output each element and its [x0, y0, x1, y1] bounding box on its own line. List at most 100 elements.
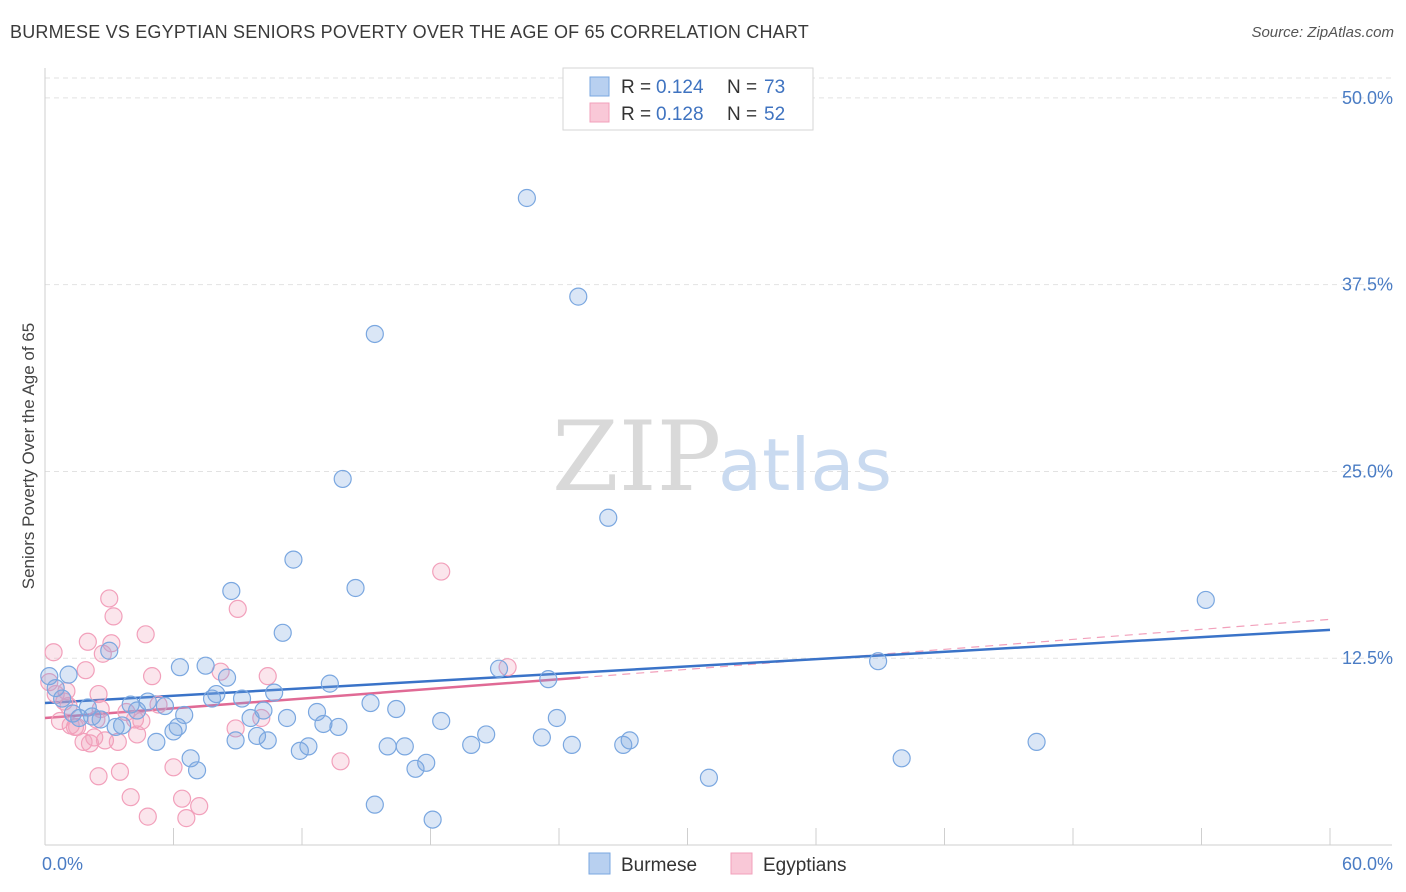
y-tick-label: 50.0%	[1342, 88, 1393, 108]
burmese-point	[46, 679, 65, 698]
egyptians-point	[172, 789, 192, 808]
burmese-point	[387, 699, 406, 719]
egyptians-point	[78, 632, 97, 651]
burmese-point	[532, 728, 551, 747]
burmese-point	[299, 737, 318, 756]
x-tick-label: 0.0%	[42, 854, 83, 874]
bottom-legend: Burmese Egyptians	[588, 852, 846, 876]
egyptians-point	[228, 599, 247, 619]
burmese-point	[547, 708, 566, 728]
burmese-point	[53, 689, 72, 708]
legend-r-value-burmese: 0.124	[656, 77, 704, 98]
egyptians-point	[164, 758, 183, 777]
burmese-point	[599, 508, 618, 527]
bottom-legend-swatch-burmese	[588, 852, 611, 875]
egyptians-point	[136, 625, 155, 644]
legend-r-value-egyptians: 0.128	[656, 104, 704, 125]
burmese-point	[539, 670, 558, 689]
egyptians-point	[258, 667, 277, 686]
burmese-point	[273, 623, 292, 642]
burmese-point	[562, 735, 581, 754]
burmese-point	[699, 768, 719, 787]
burmese-point	[378, 737, 397, 756]
egyptians-point	[432, 562, 451, 581]
legend-r-label-burmese: R =	[621, 77, 651, 98]
burmese-point	[314, 714, 333, 734]
burmese-point	[417, 753, 436, 772]
burmese-point	[284, 550, 303, 569]
burmese-point	[247, 726, 267, 746]
burmese-point	[170, 658, 190, 677]
burmese-point	[517, 188, 536, 208]
burmese-point	[489, 659, 509, 678]
egyptians-point	[177, 809, 196, 828]
burmese-point	[59, 665, 78, 684]
axes	[44, 68, 1392, 846]
burmese-point	[254, 701, 273, 720]
burmese-point	[147, 732, 166, 751]
burmese-point	[155, 696, 175, 716]
grid-lines	[45, 77, 1392, 659]
egyptians-point	[149, 695, 168, 714]
bottom-legend-label-burmese: Burmese	[621, 855, 697, 876]
source-label: Source: ZipAtlas.com	[1251, 24, 1394, 41]
burmese-point	[365, 795, 384, 814]
watermark-zip: ZIP	[552, 401, 721, 513]
chart-title: BURMESE VS EGYPTIAN SENIORS POVERTY OVER…	[10, 22, 809, 42]
y-tick-label: 37.5%	[1342, 275, 1393, 295]
egyptians-point	[85, 728, 104, 747]
legend-box: R = 0.124 N = 73 R = 0.128 N = 52	[562, 67, 814, 131]
egyptians-point	[127, 725, 147, 744]
legend-n-label-egyptians: N =	[727, 104, 757, 125]
burmese-point	[432, 711, 451, 731]
y-axis-label: Seniors Poverty Over the Age of 65	[19, 323, 38, 589]
burmese-trend-line	[44, 628, 1331, 705]
egyptians-point	[89, 684, 108, 704]
burmese-point	[477, 725, 496, 744]
burmese-point	[196, 656, 215, 675]
egyptians-trend-extension	[580, 618, 1331, 679]
egyptians-point	[108, 732, 127, 751]
egyptians-point	[331, 752, 350, 771]
burmese-point	[91, 710, 110, 729]
burmese-point	[277, 708, 297, 728]
legend-swatch-burmese	[589, 76, 610, 97]
legend-n-value-egyptians: 52	[764, 104, 785, 125]
burmese-point	[620, 731, 639, 750]
burmese-point	[232, 689, 252, 708]
burmese-point	[290, 741, 309, 760]
burmese-point	[569, 287, 588, 306]
x-tick-label: 60.0%	[1342, 854, 1393, 874]
burmese-point	[1196, 590, 1215, 610]
burmese-point	[361, 693, 380, 713]
legend-swatch-egyptians	[589, 102, 610, 123]
egyptians-point	[44, 643, 63, 662]
legend-r-label-egyptians: R =	[621, 104, 651, 125]
y-tick-label: 12.5%	[1342, 648, 1393, 668]
burmese-point	[106, 717, 125, 737]
egyptians-point	[102, 634, 121, 653]
egyptians-point	[104, 607, 123, 626]
burmese-point	[112, 716, 132, 735]
y-tick-label: 25.0%	[1342, 461, 1393, 481]
egyptians-point	[121, 788, 140, 807]
egyptians-point	[142, 667, 162, 686]
burmese-point	[78, 698, 97, 717]
burmese-point	[226, 731, 245, 750]
burmese-point	[320, 674, 339, 693]
legend-n-label-burmese: N =	[727, 77, 757, 98]
burmese-point	[346, 578, 365, 598]
burmese-point	[207, 684, 226, 704]
bottom-legend-label-egyptians: Egyptians	[763, 855, 846, 876]
bottom-legend-swatch-egyptians	[730, 852, 753, 875]
egyptians-point	[190, 797, 209, 816]
burmese-point	[462, 735, 481, 754]
burmese-point	[222, 581, 241, 601]
tick-labels: 12.5% 25.0% 37.5% 50.0% 0.0% 60.0%	[42, 88, 1393, 874]
burmese-point	[175, 705, 194, 725]
egyptians-point	[76, 661, 95, 680]
egyptians-point	[100, 589, 119, 608]
burmese-point	[217, 668, 237, 687]
egyptians-point	[252, 708, 271, 728]
